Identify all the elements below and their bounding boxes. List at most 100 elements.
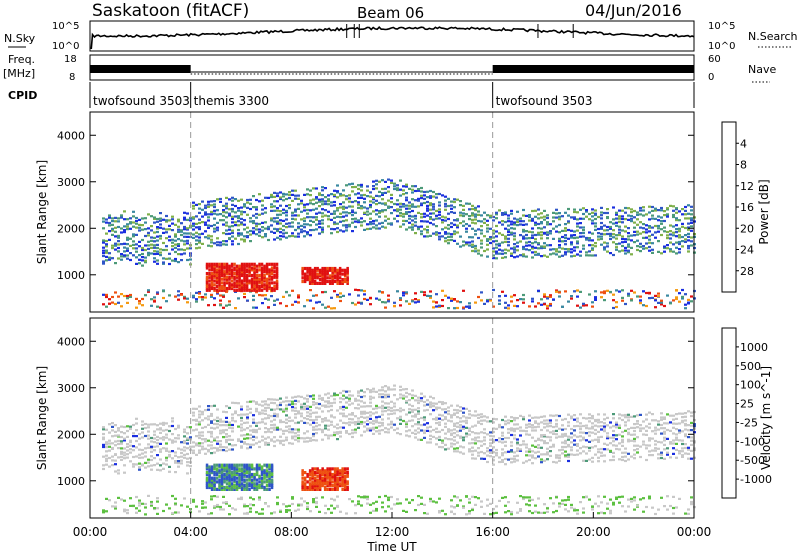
scatter-cell <box>339 510 342 513</box>
scatter-cell <box>540 227 543 230</box>
scatter-cell <box>675 417 678 420</box>
feature-cell <box>225 264 229 268</box>
scatter-cell <box>123 246 126 249</box>
scatter-cell <box>135 495 138 499</box>
feature-cell <box>243 262 246 266</box>
scatter-cell <box>315 418 318 421</box>
scatter-cell <box>267 196 270 199</box>
scatter-cell <box>213 439 216 442</box>
feature-cell <box>225 275 229 279</box>
scatter-cell <box>309 289 312 292</box>
scatter-cell <box>330 296 333 299</box>
scatter-cell <box>543 434 546 437</box>
scatter-cell <box>405 199 408 202</box>
scatter-cell <box>285 439 288 442</box>
scatter-cell <box>657 230 660 233</box>
scatter-cell <box>597 238 600 241</box>
scatter-cell <box>420 397 423 400</box>
scatter-cell <box>606 216 609 219</box>
scatter-cell <box>618 290 621 293</box>
scatter-cell <box>369 203 372 207</box>
scatter-cell <box>576 449 579 452</box>
scatter-cell <box>549 304 552 307</box>
scatter-cell <box>330 201 333 204</box>
scatter-cell <box>366 423 369 426</box>
scatter-cell <box>135 262 138 265</box>
feature-cell <box>228 283 231 287</box>
scatter-cell <box>411 394 414 397</box>
scatter-cell <box>294 197 297 200</box>
scatter-cell <box>363 211 366 214</box>
scatter-cell <box>399 393 402 396</box>
scatter-cell <box>180 455 183 458</box>
scatter-cell <box>555 290 558 293</box>
scatter-cell <box>186 235 189 238</box>
scatter-cell <box>216 423 219 426</box>
scatter-cell <box>564 239 567 243</box>
scatter-cell <box>576 242 579 245</box>
scatter-cell <box>513 455 516 458</box>
scatter-cell <box>504 306 507 309</box>
scatter-cell <box>564 243 567 246</box>
scatter-cell <box>426 294 429 297</box>
scatter-cell <box>552 216 555 219</box>
scatter-cell <box>156 462 159 465</box>
scatter-cell <box>621 296 624 299</box>
scatter-cell <box>678 248 681 251</box>
scatter-cell <box>429 212 432 215</box>
feature-cell <box>233 288 236 292</box>
feature-cell <box>235 283 239 287</box>
scatter-cell <box>153 449 156 452</box>
scatter-cell <box>291 409 294 412</box>
scatter-cell <box>117 236 120 239</box>
scatter-cell <box>591 232 594 235</box>
scatter-cell <box>666 422 669 425</box>
scatter-cell <box>147 465 150 468</box>
scatter-cell <box>141 252 144 256</box>
scatter-cell <box>198 416 201 419</box>
scatter-cell <box>483 452 486 455</box>
freq-right-tick-top: 60 <box>708 54 721 65</box>
scatter-cell <box>657 457 660 460</box>
scatter-cell <box>114 216 117 219</box>
scatter-cell <box>513 246 516 249</box>
cpid-segment-label: themis 3300 <box>194 94 269 108</box>
scatter-cell <box>225 416 228 419</box>
scatter-cell <box>474 410 477 413</box>
scatter-cell <box>252 430 255 433</box>
scatter-cell <box>657 447 660 450</box>
scatter-cell <box>483 218 486 221</box>
scatter-cell <box>579 425 582 428</box>
scatter-cell <box>615 434 618 437</box>
scatter-cell <box>225 405 228 408</box>
scatter-cell <box>639 295 642 298</box>
scatter-cell <box>684 412 687 415</box>
scatter-cell <box>348 399 351 402</box>
feature-cell <box>243 288 246 292</box>
scatter-cell <box>630 239 633 242</box>
scatter-cell <box>654 426 657 429</box>
scatter-cell <box>468 433 471 436</box>
scatter-cell <box>246 408 249 411</box>
scatter-cell <box>606 424 609 427</box>
scatter-cell <box>591 439 594 442</box>
scatter-cell <box>414 415 417 418</box>
feature-cell <box>208 484 211 488</box>
scatter-cell <box>297 296 300 299</box>
scatter-cell <box>171 450 174 453</box>
scatter-cell <box>456 300 459 303</box>
scatter-cell <box>249 207 252 211</box>
scatter-cell <box>405 388 408 391</box>
scatter-cell <box>357 417 360 420</box>
scatter-cell <box>423 194 426 197</box>
scatter-cell <box>423 503 426 506</box>
scatter-cell <box>357 426 360 429</box>
scatter-cell <box>522 415 525 419</box>
scatter-cell <box>423 228 426 231</box>
scatter-cell <box>447 406 450 409</box>
scatter-cell <box>570 436 573 439</box>
scatter-cell <box>621 438 624 441</box>
feature-cell <box>243 272 246 276</box>
scatter-cell <box>273 418 276 421</box>
scatter-cell <box>687 457 690 460</box>
